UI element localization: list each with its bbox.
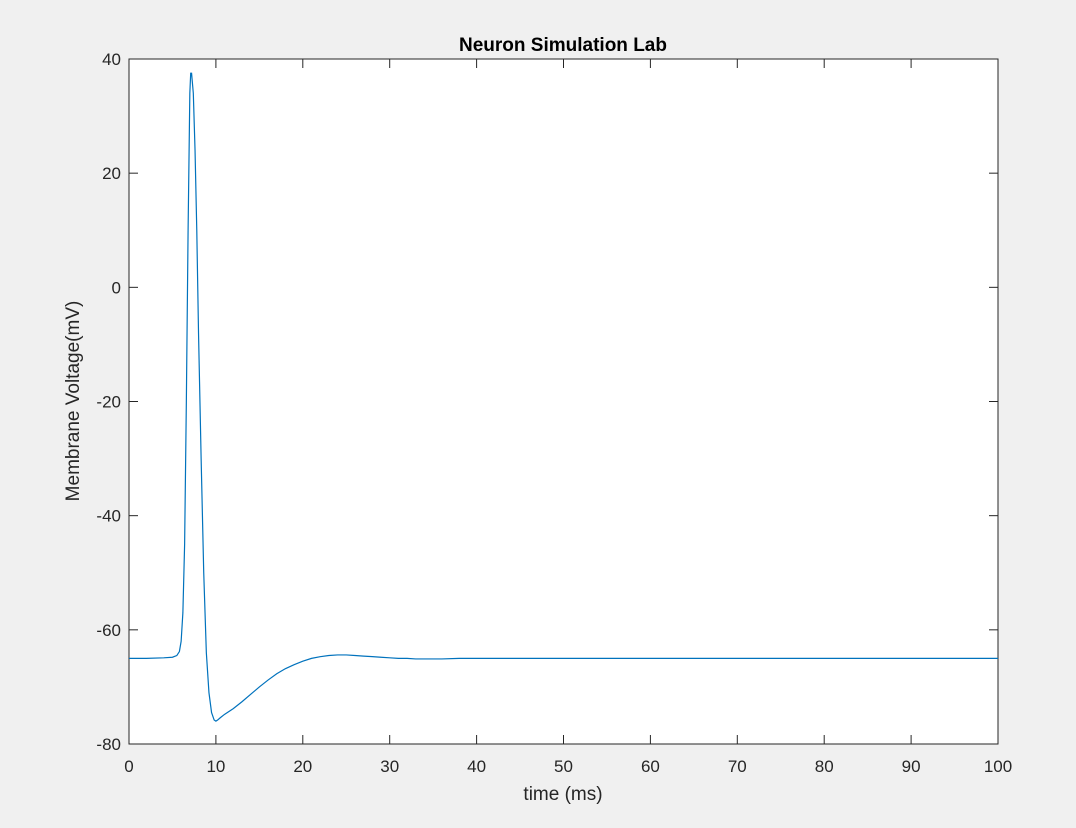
chart-title: Neuron Simulation Lab xyxy=(459,35,667,56)
x-tick-label: 40 xyxy=(467,757,486,776)
x-tick-label: 20 xyxy=(293,757,312,776)
y-tick-label: 0 xyxy=(112,278,121,297)
x-tick-label: 70 xyxy=(728,757,747,776)
y-tick-label: -60 xyxy=(96,621,121,640)
x-tick-label: 90 xyxy=(902,757,921,776)
y-tick-label: -40 xyxy=(96,507,121,526)
x-tick-label: 50 xyxy=(554,757,573,776)
y-tick-label: -80 xyxy=(96,735,121,754)
y-tick-label: 40 xyxy=(102,50,121,69)
x-tick-label: 10 xyxy=(206,757,225,776)
axes-box xyxy=(128,58,999,745)
y-tick-label: -20 xyxy=(96,393,121,412)
x-axis-label: time (ms) xyxy=(523,784,602,805)
x-tick-label: 100 xyxy=(984,757,1012,776)
tick-labels: 0 10 20 30 40 50 60 70 80 90 100 -80 -60 -40 -20 0 20 40 xyxy=(96,50,1012,776)
x-tick-label: 80 xyxy=(815,757,834,776)
x-tick-label: 60 xyxy=(641,757,660,776)
tick-marks xyxy=(128,58,999,745)
x-tick-label: 30 xyxy=(380,757,399,776)
y-axis-label: Membrane Voltage(mV) xyxy=(63,301,84,502)
x-tick-label: 0 xyxy=(124,757,133,776)
membrane-voltage-line xyxy=(129,72,998,722)
y-tick-label: 20 xyxy=(102,164,121,183)
